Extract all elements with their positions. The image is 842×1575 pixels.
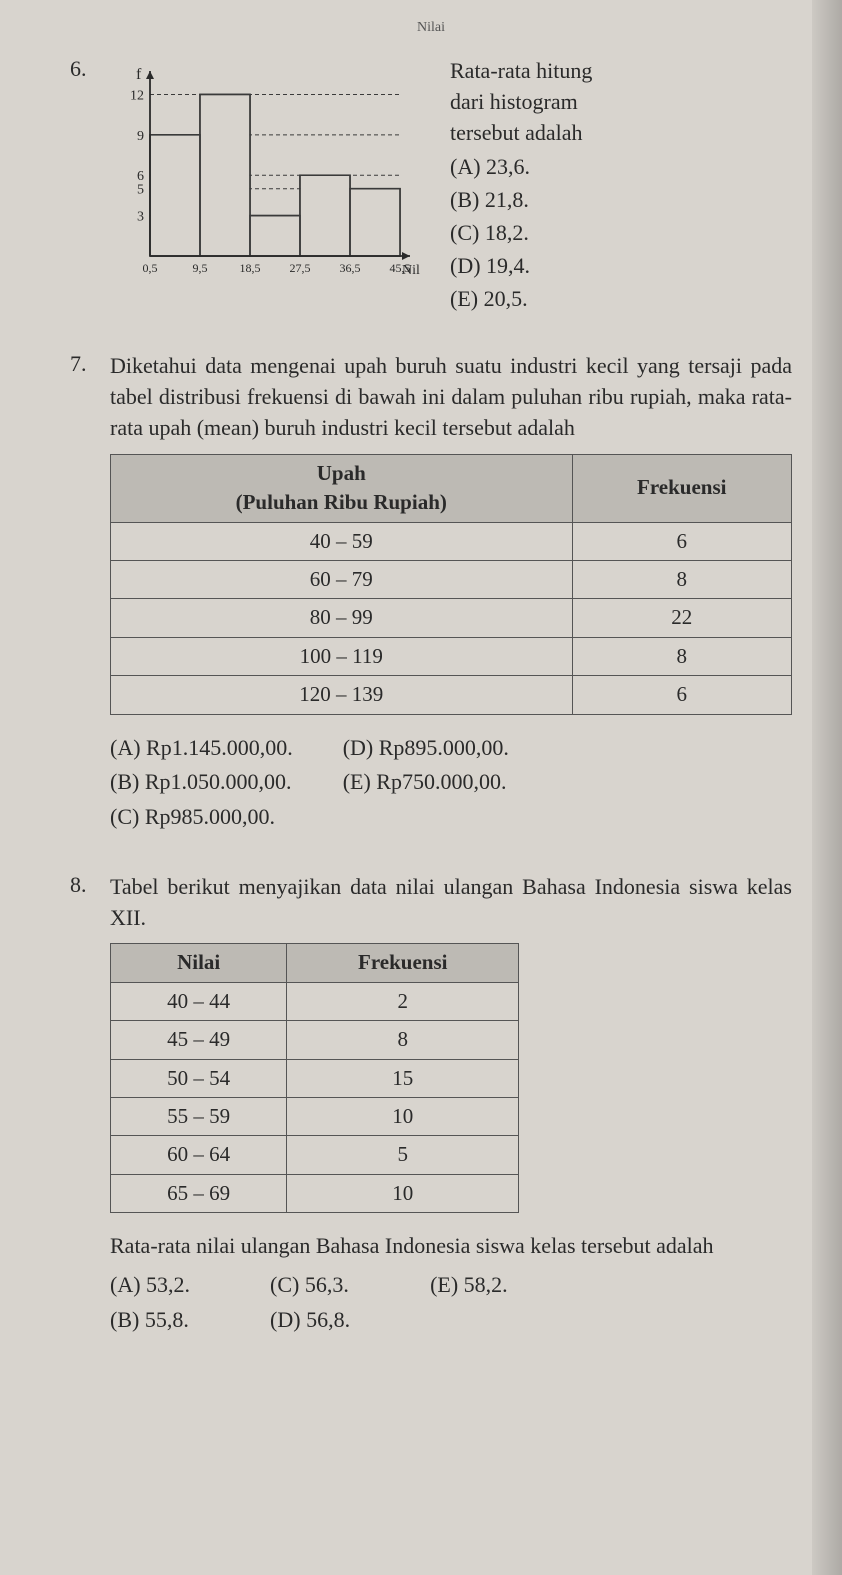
- table-cell: 8: [287, 1021, 519, 1059]
- svg-text:27,5: 27,5: [290, 261, 311, 275]
- q6-prompt-and-options: Rata-rata hitung dari histogram tersebut…: [450, 56, 792, 316]
- svg-text:18,5: 18,5: [240, 261, 261, 275]
- table-row: 65 – 6910: [111, 1174, 519, 1212]
- table-cell: 8: [572, 560, 792, 598]
- table-row: 55 – 5910: [111, 1098, 519, 1136]
- svg-text:f: f: [136, 66, 142, 83]
- q6-option-a: (A) 23,6.: [450, 152, 792, 183]
- q6-prompt-line: Rata-rata hitung: [450, 56, 792, 87]
- svg-text:6: 6: [137, 169, 144, 184]
- svg-text:9,5: 9,5: [193, 261, 208, 275]
- table-cell: 100 – 119: [111, 637, 573, 675]
- q8-table-header-nilai: Nilai: [111, 944, 287, 982]
- table-cell: 60 – 79: [111, 560, 573, 598]
- table-row: 50 – 5415: [111, 1059, 519, 1097]
- q6-option-d: (D) 19,4.: [450, 251, 792, 282]
- table-cell: 40 – 59: [111, 522, 573, 560]
- table-row: 80 – 9922: [111, 599, 792, 637]
- table-row: 120 – 1396: [111, 676, 792, 714]
- svg-text:0,5: 0,5: [143, 261, 158, 275]
- table-cell: 60 – 64: [111, 1136, 287, 1174]
- table-cell: 22: [572, 599, 792, 637]
- q6-histogram: 356912fNilai0,59,518,527,536,545,5: [110, 56, 420, 316]
- q7-table: Upah (Puluhan Ribu Rupiah) Frekuensi 40 …: [110, 454, 792, 715]
- q8-post-text: Rata-rata nilai ulangan Bahasa Indonesia…: [110, 1231, 792, 1262]
- q7-options: (A) Rp1.145.000,00. (B) Rp1.050.000,00. …: [110, 733, 792, 837]
- table-cell: 5: [287, 1136, 519, 1174]
- table-row: 45 – 498: [111, 1021, 519, 1059]
- svg-text:5: 5: [137, 183, 144, 198]
- q6-option-e: (E) 20,5.: [450, 284, 792, 315]
- q7-th-line2: (Puluhan Ribu Rupiah): [121, 488, 562, 517]
- table-cell: 10: [287, 1174, 519, 1212]
- table-cell: 80 – 99: [111, 599, 573, 637]
- table-row: 100 – 1198: [111, 637, 792, 675]
- svg-text:12: 12: [130, 88, 144, 103]
- q7-th-line1: Upah: [121, 459, 562, 488]
- table-cell: 2: [287, 982, 519, 1020]
- q8-prompt: Tabel berikut menyajikan data nilai ulan…: [110, 872, 792, 934]
- table-cell: 55 – 59: [111, 1098, 287, 1136]
- q7-option-a: (A) Rp1.145.000,00.: [110, 733, 293, 764]
- svg-text:36,5: 36,5: [340, 261, 361, 275]
- table-cell: 45 – 49: [111, 1021, 287, 1059]
- q7-table-header-upah: Upah (Puluhan Ribu Rupiah): [111, 454, 573, 522]
- table-cell: 8: [572, 637, 792, 675]
- table-cell: 15: [287, 1059, 519, 1097]
- q8-table: Nilai Frekuensi 40 – 44245 – 49850 – 541…: [110, 943, 519, 1213]
- question-8-number: 8.: [70, 872, 110, 898]
- page-header: Nilai: [70, 20, 792, 36]
- q6-prompt-line: dari histogram: [450, 87, 792, 118]
- q7-table-header-frek: Frekuensi: [572, 454, 792, 522]
- q6-option-c: (C) 18,2.: [450, 218, 792, 249]
- q8-option-d: (D) 56,8.: [270, 1305, 350, 1336]
- q7-option-b: (B) Rp1.050.000,00.: [110, 767, 293, 798]
- table-row: 40 – 596: [111, 522, 792, 560]
- table-cell: 10: [287, 1098, 519, 1136]
- q8-option-b: (B) 55,8.: [110, 1305, 190, 1336]
- q6-prompt-line: tersebut adalah: [450, 118, 792, 149]
- table-cell: 6: [572, 522, 792, 560]
- q7-option-e: (E) Rp750.000,00.: [343, 767, 509, 798]
- table-cell: 6: [572, 676, 792, 714]
- q7-prompt: Diketahui data mengenai upah buruh suatu…: [110, 351, 792, 443]
- svg-text:3: 3: [137, 210, 144, 225]
- question-6: 6. 356912fNilai0,59,518,527,536,545,5 Ra…: [70, 56, 792, 316]
- q8-table-header-frek: Frekuensi: [287, 944, 519, 982]
- q8-option-a: (A) 53,2.: [110, 1270, 190, 1301]
- table-row: 60 – 798: [111, 560, 792, 598]
- question-6-number: 6.: [70, 56, 110, 82]
- question-7-number: 7.: [70, 351, 110, 377]
- question-7: 7. Diketahui data mengenai upah buruh su…: [70, 351, 792, 837]
- q7-option-c: (C) Rp985.000,00.: [110, 802, 293, 833]
- question-8: 8. Tabel berikut menyajikan data nilai u…: [70, 872, 792, 1340]
- table-cell: 120 – 139: [111, 676, 573, 714]
- svg-text:45,5: 45,5: [390, 261, 411, 275]
- table-cell: 65 – 69: [111, 1174, 287, 1212]
- table-cell: 40 – 44: [111, 982, 287, 1020]
- svg-text:9: 9: [137, 129, 144, 144]
- q6-option-b: (B) 21,8.: [450, 185, 792, 216]
- q8-options: (A) 53,2. (B) 55,8. (C) 56,3. (D) 56,8. …: [110, 1270, 792, 1340]
- table-row: 40 – 442: [111, 982, 519, 1020]
- table-cell: 50 – 54: [111, 1059, 287, 1097]
- q8-option-e: (E) 58,2.: [430, 1270, 508, 1301]
- q8-option-c: (C) 56,3.: [270, 1270, 350, 1301]
- table-row: 60 – 645: [111, 1136, 519, 1174]
- q7-option-d: (D) Rp895.000,00.: [343, 733, 509, 764]
- page-edge-shadow: [812, 0, 842, 1575]
- q6-options: (A) 23,6. (B) 21,8. (C) 18,2. (D) 19,4. …: [450, 152, 792, 314]
